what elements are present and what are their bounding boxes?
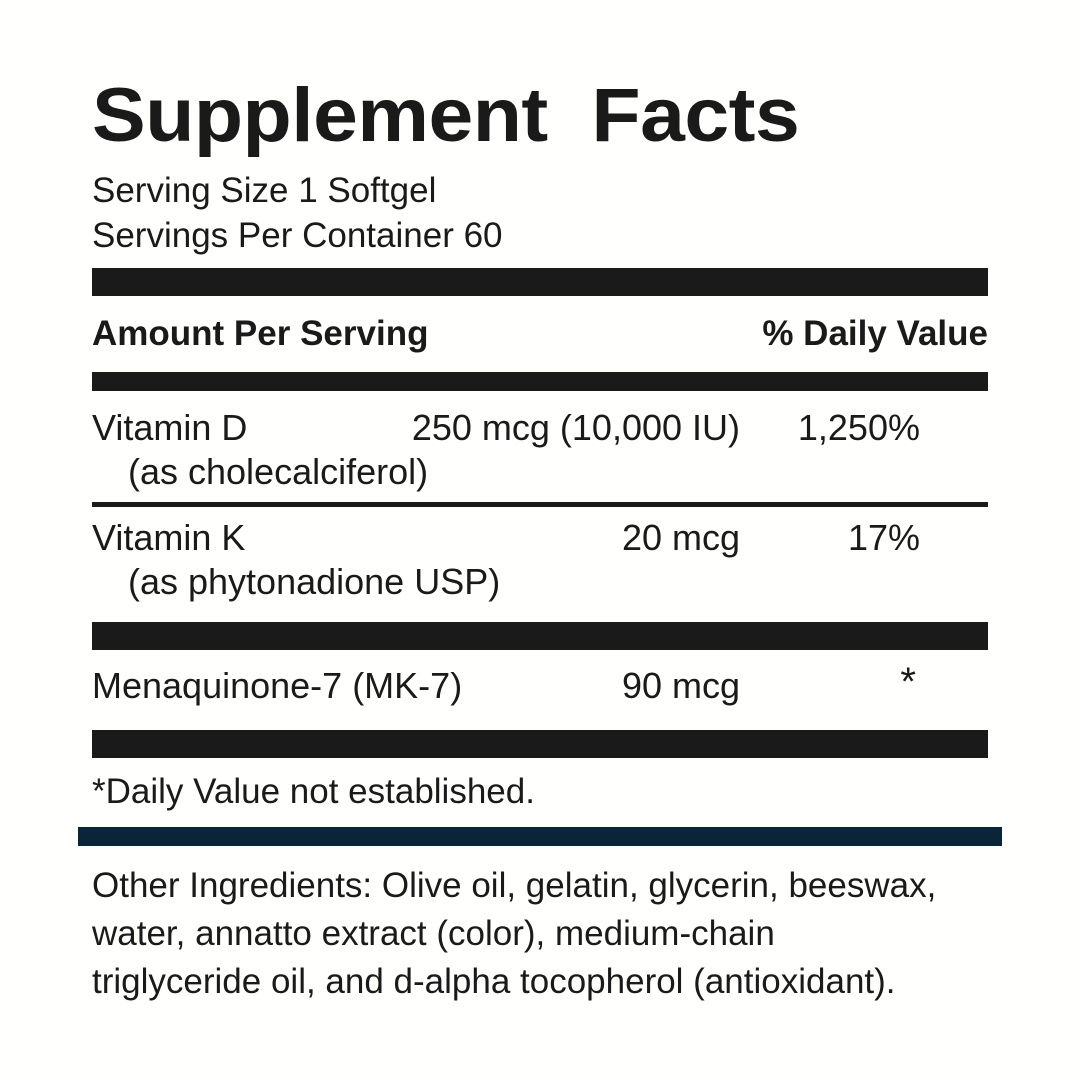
divider-bar-top [92,268,988,296]
column-header-daily-value: % Daily Value [762,314,988,353]
table-row: Vitamin K 20 mcg 17% (as phytonadione US… [92,516,988,612]
nutrient-name: Menaquinone-7 (MK-7) [92,665,463,706]
serving-size: Serving Size 1 Softgel [92,171,437,210]
nutrient-daily-value: * [900,660,916,704]
nutrient-name: Vitamin K [92,517,246,558]
nutrient-source: (as cholecalciferol) [128,451,429,492]
other-ingredients-line: water, annatto extract (color), medium-c… [92,914,775,953]
column-header-row: Amount Per Serving % Daily Value [92,314,988,362]
table-row: Vitamin D 250 mcg (10,000 IU) 1,250% (as… [92,406,988,502]
divider-bar-below-mk7 [92,730,988,758]
divider-bar-navy [78,827,1002,846]
divider-bar-under-headers [92,372,988,391]
other-ingredients-line: Other Ingredients: Olive oil, gelatin, g… [92,866,937,905]
serving-info: Serving Size 1 Softgel Servings Per Cont… [92,168,972,258]
table-row: Menaquinone-7 (MK-7) 90 mcg * [92,660,988,716]
nutrient-amount: 250 mcg (10,000 IU) [411,407,740,448]
servings-per-container: Servings Per Container 60 [92,216,503,255]
nutrient-daily-value: 17% [847,517,920,558]
nutrient-amount: 20 mcg [621,517,740,558]
other-ingredients: Other Ingredients: Olive oil, gelatin, g… [92,862,1002,1006]
page-title: Supplement Facts [92,73,800,158]
column-header-amount: Amount Per Serving [92,314,429,353]
nutrient-name: Vitamin D [92,407,248,448]
other-ingredients-line: triglyceride oil, and d-alpha tocopherol… [92,962,896,1001]
nutrient-daily-value: 1,250% [797,407,920,448]
divider-bar-above-mk7 [92,622,988,650]
nutrient-source: (as phytonadione USP) [128,561,501,602]
nutrient-amount: 90 mcg [621,665,740,706]
daily-value-footnote: *Daily Value not established. [92,772,535,811]
divider-rule-thin [92,502,988,507]
